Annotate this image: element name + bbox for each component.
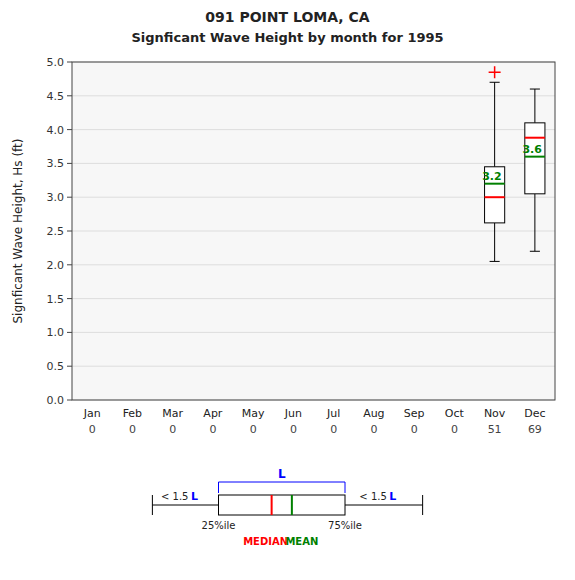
y-tick [67, 332, 72, 333]
x-tick-label: Apr [203, 407, 223, 420]
count-label: 51 [488, 423, 502, 436]
grid-line [72, 95, 555, 96]
legend-entry: MEAN [285, 536, 318, 547]
y-tick-label: 1.0 [47, 326, 65, 339]
chart: 091 POINT LOMA, CA Signficant Wave Height… [0, 0, 575, 580]
x-tick-label: Jan [83, 407, 101, 420]
outlier [489, 66, 501, 78]
y-tick-label: 0.5 [47, 360, 65, 373]
legend-whisker-label: L [389, 490, 396, 503]
y-tick-label: 3.5 [47, 157, 65, 170]
y-tick [67, 95, 72, 96]
count-label: 0 [250, 423, 257, 436]
mean-label: 3.6 [522, 143, 542, 156]
y-tick-label: 2.0 [47, 259, 65, 272]
whisker [494, 82, 495, 167]
grid-line [72, 231, 555, 232]
x-tick-label: Jul [326, 407, 340, 420]
y-tick [67, 366, 72, 367]
x-tick-label: Oct [445, 407, 465, 420]
y-axis-label: Signficant Wave Height, Hs (ft) [11, 138, 25, 323]
y-tick-label: 3.0 [47, 191, 65, 204]
legend-iqr-label: L [278, 467, 286, 481]
x-tick-label: Jun [284, 407, 302, 420]
y-tick [67, 400, 72, 401]
y-tick-label: 2.5 [47, 225, 65, 238]
legend-cap [422, 495, 423, 515]
title: 091 POINT LOMA, CA [205, 9, 369, 25]
legend-cap [152, 495, 153, 515]
grid-line [72, 332, 555, 333]
count-label: 0 [209, 423, 216, 436]
box [525, 123, 545, 194]
count-label: 0 [370, 423, 377, 436]
grid-line [72, 298, 555, 299]
legend-q1-label: 25%ile [202, 520, 236, 531]
x-tick-label: May [242, 407, 265, 420]
whisker [534, 194, 535, 251]
y-tick [67, 298, 72, 299]
grid-line [72, 366, 555, 367]
count-label: 0 [129, 423, 136, 436]
legend-box [219, 495, 346, 515]
y-tick-label: 4.5 [47, 90, 65, 103]
legend-bracket [219, 482, 346, 493]
legend-whisker-label: L [191, 490, 198, 503]
y-tick-label: 0.0 [47, 394, 65, 407]
legend-entry: MEDIAN [243, 536, 288, 547]
whisker [494, 223, 495, 262]
plot-area [485, 66, 545, 261]
x-tick-label: Nov [484, 407, 506, 420]
y-tick [67, 197, 72, 198]
x-tick-label: Sep [404, 407, 425, 420]
subtitle: Signficant Wave Height by month for 1995 [131, 30, 443, 45]
legend-mean [291, 495, 293, 515]
count-label: 0 [330, 423, 337, 436]
x-tick-label: Aug [363, 407, 384, 420]
mean-label: 3.2 [482, 170, 502, 183]
count-label: 0 [411, 423, 418, 436]
whisker-cap [490, 82, 500, 83]
legend-whisker [345, 505, 423, 506]
x-tick-label: Dec [524, 407, 545, 420]
count-label: 0 [169, 423, 176, 436]
median-line [485, 196, 505, 198]
grid-line [72, 129, 555, 130]
y-tick-label: 1.5 [47, 293, 65, 306]
y-tick [67, 264, 72, 265]
whisker-cap [530, 89, 540, 90]
count-label: 69 [528, 423, 542, 436]
legend: L< 1.5 L< 1.5 L25%ile75%ileMEDIANMEAN [152, 467, 422, 547]
mean-line [485, 183, 505, 185]
legend-q3-label: 75%ile [328, 520, 362, 531]
legend-whisker-label: < 1.5 [359, 491, 386, 502]
whisker-cap [490, 261, 500, 262]
count-label: 0 [290, 423, 297, 436]
x-tick-label: Feb [123, 407, 142, 420]
y-tick-label: 5.0 [47, 56, 65, 69]
whisker [534, 89, 535, 123]
x-tick-label: Mar [162, 407, 183, 420]
legend-whisker-label: < 1.5 [161, 491, 188, 502]
y-tick [67, 163, 72, 164]
whisker-cap [530, 251, 540, 252]
y-tick [67, 129, 72, 130]
mean-line [525, 156, 545, 158]
data-labels: 3.2 3.6 [482, 143, 542, 183]
legend-median [271, 495, 273, 515]
count-label: 0 [89, 423, 96, 436]
y-tick [67, 231, 72, 232]
grid-line [72, 197, 555, 198]
median-line [525, 137, 545, 139]
y-tick [67, 62, 72, 63]
legend-whisker [152, 505, 218, 506]
y-tick-label: 4.0 [47, 124, 65, 137]
count-label: 0 [451, 423, 458, 436]
grid-line [72, 163, 555, 164]
grid-line [72, 264, 555, 265]
plot-frame [72, 62, 555, 400]
plot-background [72, 62, 555, 400]
